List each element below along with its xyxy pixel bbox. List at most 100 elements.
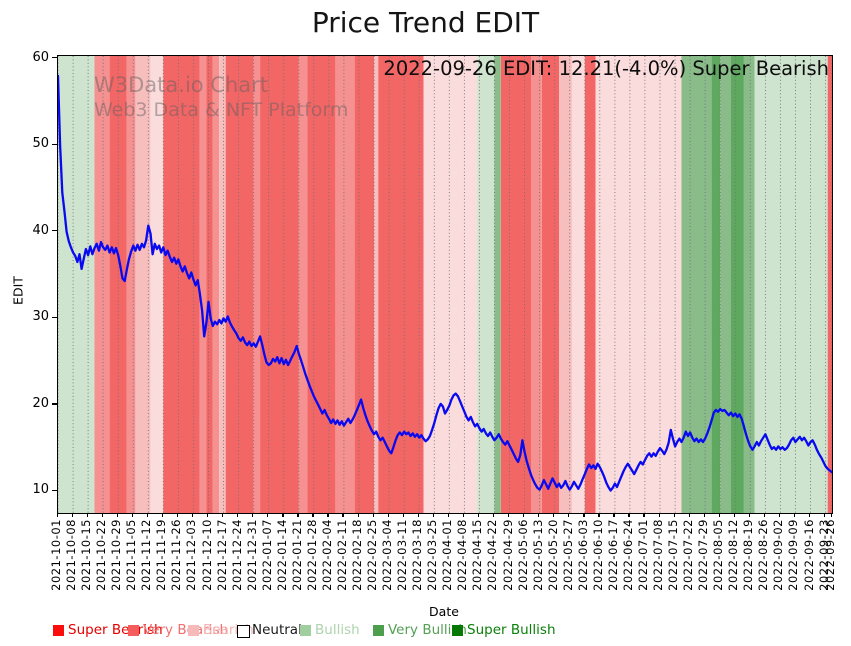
x-tick-mark <box>538 513 540 517</box>
x-tick-mark <box>778 513 781 517</box>
x-tick-mark <box>462 513 465 517</box>
y-tick-mark <box>52 316 57 319</box>
x-tick-label: 2021-11-05 <box>124 519 139 591</box>
sentiment-band-very_bearish <box>94 56 110 513</box>
x-tick-mark <box>508 513 510 517</box>
x-tick-label: 2022-03-11 <box>395 519 410 591</box>
y-axis-label: EDIT <box>10 276 26 305</box>
x-tick-mark <box>237 513 239 517</box>
x-tick-mark <box>402 513 404 517</box>
x-tick-label: 2022-01-28 <box>304 519 319 591</box>
price-line <box>58 74 832 492</box>
sentiment-band-super_bearish <box>307 56 336 513</box>
x-tick-label: 2021-12-10 <box>199 519 214 591</box>
x-tick-mark <box>176 513 179 517</box>
x-tick-label: 2022-07-01 <box>635 519 650 591</box>
sentiment-band-super_bearish <box>206 56 213 513</box>
legend-swatch-super-bearish <box>53 625 64 636</box>
y-tick-mark <box>52 403 57 405</box>
y-tick-mark <box>52 230 57 232</box>
x-tick-mark <box>658 513 660 517</box>
sentiment-band-bearish <box>219 56 226 513</box>
y-tick-label: 50 <box>32 136 49 152</box>
x-tick-mark <box>643 513 645 517</box>
x-tick-mark <box>598 513 600 517</box>
sentiment-band-bearish_light <box>423 56 478 513</box>
x-tick-mark <box>342 513 344 517</box>
x-tick-mark <box>447 513 450 517</box>
x-tick-mark <box>56 513 58 517</box>
x-tick-label: 2022-02-25 <box>365 519 380 591</box>
x-tick-label: 2022-03-04 <box>380 519 395 591</box>
x-tick-label: 2022-08-19 <box>741 519 756 591</box>
x-tick-mark <box>824 513 826 517</box>
x-tick-label: 2021-10-15 <box>79 519 94 591</box>
x-tick-mark <box>477 513 480 517</box>
x-tick-mark <box>387 513 389 517</box>
x-tick-mark <box>793 513 796 517</box>
x-tick-label: 2022-07-15 <box>666 519 681 591</box>
x-tick-label: 2022-02-04 <box>319 519 334 591</box>
x-tick-mark <box>131 513 134 517</box>
x-tick-label: 2022-05-06 <box>515 519 530 591</box>
x-tick-label: 2022-05-13 <box>530 519 545 591</box>
y-tick-label: 10 <box>32 482 49 498</box>
x-axis-label: Date <box>429 604 459 619</box>
x-tick-mark <box>252 513 254 517</box>
x-tick-mark <box>86 513 88 517</box>
sentiment-band-very_bullish <box>681 56 712 513</box>
x-tick-mark <box>432 513 435 517</box>
x-tick-mark <box>763 513 766 517</box>
x-tick-mark <box>327 513 329 517</box>
sentiment-band-very_bearish <box>531 56 542 513</box>
sentiment-band-very_bearish <box>298 56 308 513</box>
x-tick-label: 2021-11-19 <box>154 519 169 591</box>
sentiment-band-very_bullish <box>720 56 731 513</box>
x-tick-label: 2022-01-21 <box>289 519 304 591</box>
x-tick-mark <box>357 513 359 517</box>
legend-swatch-super-bullish <box>452 625 463 636</box>
x-tick-label: 2022-03-25 <box>425 519 440 591</box>
sentiment-band-very_bearish <box>212 56 220 513</box>
x-tick-label: 2021-10-29 <box>109 519 124 591</box>
legend-swatch-neutral <box>237 625 250 638</box>
x-tick-label: 2021-10-08 <box>64 519 79 591</box>
legend-label-very-bullish: Very Bullish <box>388 622 467 638</box>
x-tick-label: 2021-11-12 <box>139 519 154 591</box>
x-tick-label: 2022-09-09 <box>786 519 801 591</box>
x-tick-label: 2022-06-10 <box>590 519 605 591</box>
x-tick-mark <box>116 513 118 517</box>
sentiment-band-bearish_light <box>150 56 164 513</box>
x-tick-label: 2022-06-03 <box>575 519 590 591</box>
sentiment-band-bearish <box>374 56 379 513</box>
x-tick-label: 2022-07-22 <box>681 519 696 591</box>
x-tick-label: 2022-04-22 <box>485 519 500 591</box>
x-tick-label: 2022-06-17 <box>605 519 620 591</box>
legend-label-very-bearish: Very Bearish <box>143 622 229 638</box>
sentiment-band-very_bearish <box>253 56 261 513</box>
x-tick-label: 2021-12-31 <box>244 519 259 591</box>
x-tick-label: 2022-07-29 <box>696 519 711 591</box>
x-tick-label: 2021-12-24 <box>229 519 244 591</box>
x-tick-label: 2022-01-14 <box>274 519 289 591</box>
x-tick-label: 2022-07-08 <box>651 519 665 591</box>
x-tick-mark <box>688 513 690 517</box>
sentiment-band-very_bearish <box>335 56 355 513</box>
sentiment-band-super_bearish <box>225 56 254 513</box>
x-tick-mark <box>222 513 224 517</box>
x-tick-mark <box>703 513 705 517</box>
x-tick-label: 2022-09-02 <box>771 519 786 591</box>
sentiment-band-very_bearish <box>199 56 207 513</box>
x-tick-label: 2022-03-18 <box>410 519 425 591</box>
sentiment-band-bullish <box>477 56 495 513</box>
plot-svg <box>58 56 832 513</box>
x-tick-mark <box>71 513 73 517</box>
x-tick-label: 2022-05-20 <box>545 519 560 591</box>
y-tick-mark <box>52 489 57 492</box>
x-tick-mark <box>417 513 419 517</box>
chart-title: Price Trend EDIT <box>311 6 540 39</box>
x-tick-label: 2021-11-26 <box>169 519 184 591</box>
sentiment-band-bearish_light <box>571 56 585 513</box>
x-tick-mark <box>297 513 299 517</box>
y-tick-label: 20 <box>32 395 49 411</box>
